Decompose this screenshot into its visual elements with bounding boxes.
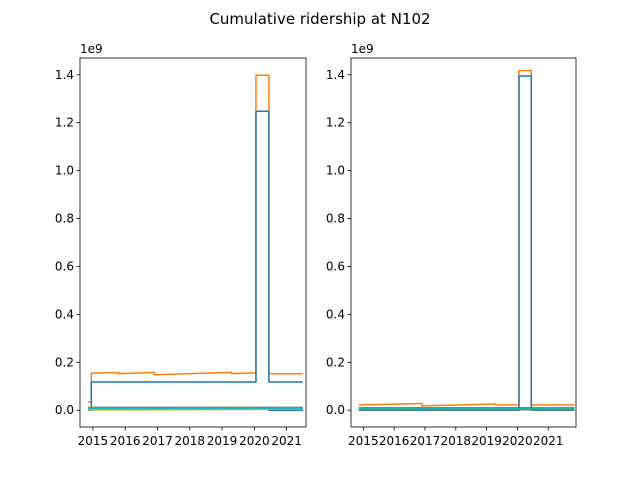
- left-series-group: [88, 74, 303, 411]
- right-y-tick-label: 0.2: [326, 355, 345, 369]
- right-y-tick-label: 0.0: [326, 403, 345, 417]
- left-x-tick-label: 2019: [207, 434, 238, 448]
- right-offset-label: 1e9: [351, 42, 374, 56]
- figure-title: Cumulative ridership at N102: [209, 10, 430, 28]
- right-y-tick-label: 0.4: [326, 307, 345, 321]
- left-axes-frame: [79, 57, 307, 428]
- left-x-tick-label: 2017: [142, 434, 173, 448]
- left-offset-label: 1e9: [80, 42, 103, 56]
- right-subplot: 1e9 0.0 0.2 0.4 0.6 0.8 1.0 1.2 1.4 2015 2016 2017…: [326, 42, 577, 448]
- right-x-tick-label: 2016: [379, 434, 410, 448]
- left-y-tick-label: 0.4: [55, 307, 74, 321]
- right-y-tick-label: 0.8: [326, 212, 345, 226]
- left-y-tick-label: 1.0: [55, 164, 74, 178]
- right-x-tick-label: 2015: [348, 434, 379, 448]
- left-x-tick-label: 2021: [271, 434, 302, 448]
- left-x-tick-label: 2016: [110, 434, 141, 448]
- left-y-tick-label: 1.2: [55, 116, 74, 130]
- left-y-tick-label: 0.8: [55, 212, 74, 226]
- right-y-tick-label: 1.2: [326, 116, 345, 130]
- left-y-tick-label: 1.4: [55, 68, 74, 82]
- left-series-line-1: [88, 110, 303, 411]
- left-subplot: 1e9 0.0 0.2 0.4 0.6 0.8 1.0 1.2 1.4 2015 2016 2017…: [55, 42, 307, 448]
- left-x-tick-label: 2018: [174, 434, 205, 448]
- right-x-tick-label: 2021: [533, 434, 564, 448]
- right-x-tick-label: 2018: [441, 434, 472, 448]
- left-series-line-0: [88, 74, 303, 403]
- left-x-tick-label: 2020: [239, 434, 270, 448]
- left-y-tick-label: 0.6: [55, 259, 74, 273]
- right-series-group: [358, 69, 575, 411]
- left-x-tick-label: 2015: [78, 434, 109, 448]
- left-y-tick-label: 0.2: [55, 355, 74, 369]
- right-axes-frame: [350, 57, 577, 428]
- right-y-tick-label: 0.6: [326, 259, 345, 273]
- right-y-tick-label: 1.0: [326, 164, 345, 178]
- right-x-tick-label: 2017: [410, 434, 441, 448]
- right-x-tick-label: 2020: [502, 434, 533, 448]
- left-y-tick-label: 0.0: [55, 403, 74, 417]
- right-y-tick-label: 1.4: [326, 68, 345, 82]
- right-x-tick-label: 2019: [471, 434, 502, 448]
